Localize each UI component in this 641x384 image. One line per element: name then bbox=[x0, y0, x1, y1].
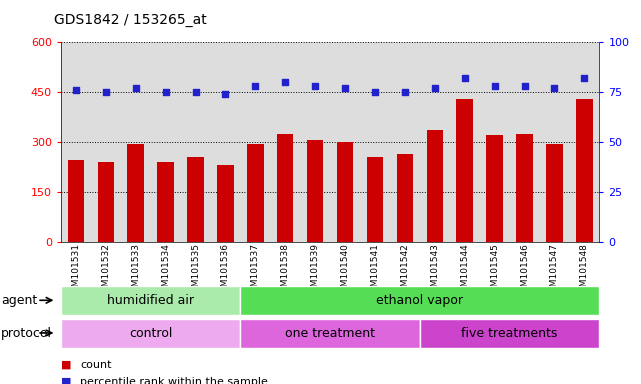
Bar bbox=[367, 157, 383, 242]
Bar bbox=[576, 99, 593, 242]
Bar bbox=[61, 286, 240, 315]
Point bbox=[490, 83, 500, 89]
Bar bbox=[240, 319, 420, 348]
Point bbox=[370, 89, 380, 95]
Bar bbox=[217, 166, 233, 242]
Point bbox=[549, 85, 560, 91]
Bar bbox=[420, 319, 599, 348]
Point bbox=[519, 83, 529, 89]
Point bbox=[221, 91, 231, 97]
Point bbox=[579, 75, 590, 81]
Bar bbox=[517, 134, 533, 242]
Point bbox=[429, 85, 440, 91]
Point bbox=[190, 89, 201, 95]
Text: one treatment: one treatment bbox=[285, 327, 375, 339]
Text: control: control bbox=[129, 327, 172, 339]
Bar bbox=[427, 131, 443, 242]
Text: count: count bbox=[80, 360, 112, 370]
Bar bbox=[397, 154, 413, 242]
Point bbox=[160, 89, 171, 95]
Bar bbox=[277, 134, 294, 242]
Text: percentile rank within the sample: percentile rank within the sample bbox=[80, 377, 268, 384]
Point bbox=[131, 85, 141, 91]
Point bbox=[310, 83, 320, 89]
Bar bbox=[307, 141, 324, 242]
Bar bbox=[97, 162, 114, 242]
Bar bbox=[61, 319, 240, 348]
Text: five treatments: five treatments bbox=[462, 327, 558, 339]
Bar bbox=[456, 99, 473, 242]
Point bbox=[460, 75, 470, 81]
Bar bbox=[337, 142, 353, 242]
Bar bbox=[247, 144, 263, 242]
Bar bbox=[158, 162, 174, 242]
Text: ethanol vapor: ethanol vapor bbox=[376, 294, 463, 307]
Bar bbox=[240, 286, 599, 315]
Bar bbox=[546, 144, 563, 242]
Text: humidified air: humidified air bbox=[107, 294, 194, 307]
Text: ■: ■ bbox=[61, 360, 71, 370]
Bar bbox=[187, 157, 204, 242]
Text: GDS1842 / 153265_at: GDS1842 / 153265_at bbox=[54, 13, 207, 27]
Point bbox=[250, 83, 260, 89]
Bar bbox=[68, 161, 84, 242]
Bar bbox=[487, 136, 503, 242]
Bar bbox=[128, 144, 144, 242]
Point bbox=[280, 79, 290, 85]
Point bbox=[400, 89, 410, 95]
Point bbox=[340, 85, 350, 91]
Point bbox=[101, 89, 111, 95]
Text: protocol: protocol bbox=[1, 327, 53, 339]
Text: agent: agent bbox=[1, 294, 38, 307]
Text: ■: ■ bbox=[61, 377, 71, 384]
Point bbox=[71, 87, 81, 93]
